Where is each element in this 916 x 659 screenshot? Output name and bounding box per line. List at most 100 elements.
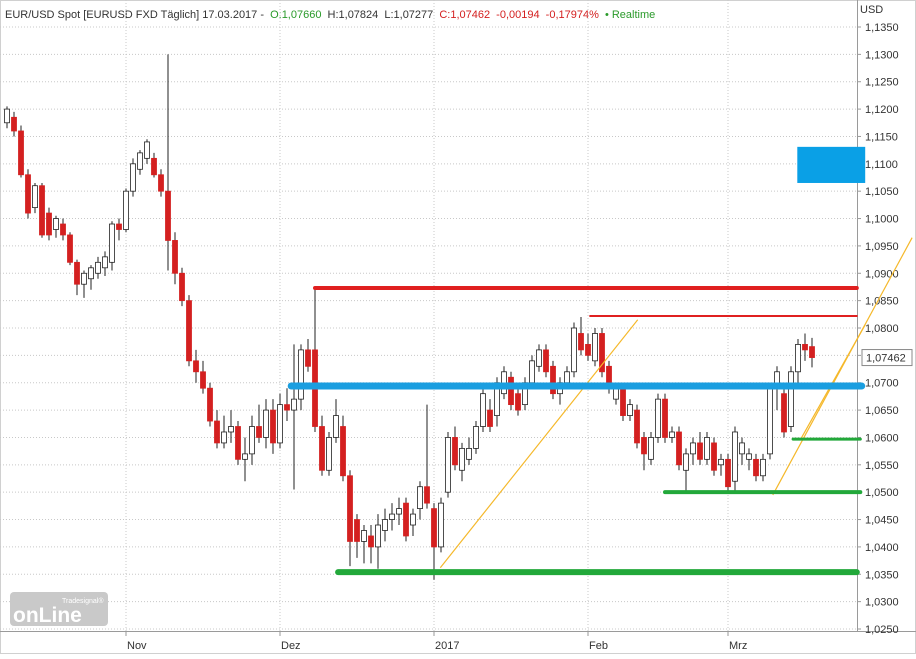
candle-body: [809, 346, 815, 358]
candle-body: [354, 519, 360, 542]
candle-body: [739, 442, 745, 455]
y-tick-label: 1,0700: [865, 378, 899, 390]
x-tick-label: Feb: [589, 640, 608, 652]
candle-body: [690, 442, 696, 455]
candle-body: [109, 223, 115, 263]
candle-body: [627, 404, 633, 416]
candle-body: [130, 163, 136, 192]
candle-body: [529, 360, 535, 384]
candle-body: [564, 371, 570, 384]
candle-body: [158, 174, 164, 192]
last-price-box: [861, 349, 913, 367]
candle-body: [263, 409, 269, 438]
candle-body: [249, 426, 255, 455]
trend-line: [439, 319, 639, 569]
candle-body: [298, 349, 304, 400]
candle-body: [207, 387, 213, 422]
y-tick-label: 1,0800: [865, 323, 899, 335]
x-tick-label: Nov: [127, 640, 147, 652]
candle-body: [438, 502, 444, 548]
candle-body: [228, 426, 234, 433]
candle-body: [452, 437, 458, 466]
candle-body: [361, 530, 367, 542]
y-tick-label: 1,1100: [865, 159, 898, 171]
logo-badge: [10, 592, 108, 626]
y-tick-label: 1,0500: [865, 487, 899, 499]
y-tick-label: 1,0900: [865, 268, 899, 280]
candle-body: [634, 409, 640, 444]
candle-body: [662, 398, 668, 438]
candle-body: [571, 327, 577, 373]
header-open: O:1,07660: [270, 9, 321, 21]
candle-body: [676, 431, 682, 466]
candle-body: [781, 393, 787, 433]
candle-body: [767, 387, 773, 455]
y-tick-label: 1,0950: [865, 241, 899, 253]
candle-body: [508, 376, 514, 406]
candle-body: [613, 387, 619, 400]
candle-body: [60, 223, 66, 236]
y-tick-label: 1,0550: [865, 460, 899, 472]
candle-body: [88, 267, 94, 280]
candle-body: [410, 513, 416, 526]
candle-body: [760, 458, 766, 477]
candle-body: [123, 190, 129, 230]
candle-body: [599, 333, 605, 373]
candle-body: [67, 234, 73, 263]
y-tick-label: 1,1050: [865, 186, 899, 198]
candle-body: [25, 174, 31, 214]
candle-body: [641, 437, 647, 455]
trend-line: [772, 237, 913, 496]
candle-body: [459, 447, 465, 471]
header-low: L:1,07277: [384, 9, 433, 21]
candle-body: [375, 524, 381, 548]
candle-body: [431, 508, 437, 548]
candle-body: [102, 256, 108, 269]
candle-body: [578, 333, 584, 351]
x-tick-label: 2017: [435, 640, 459, 652]
candle-body: [669, 431, 675, 438]
candle-body: [403, 502, 409, 537]
candle-body: [417, 486, 423, 509]
candle-body: [746, 453, 752, 460]
header-change: -0,00194: [496, 9, 539, 21]
y-tick-label: 1,0600: [865, 432, 899, 444]
candle-body: [151, 157, 157, 176]
y-tick-label: 1,0850: [865, 296, 899, 308]
candle-body: [137, 152, 143, 170]
candle-body: [424, 486, 430, 504]
candle-body: [620, 387, 626, 416]
candle-body: [487, 409, 493, 427]
candle-body: [284, 404, 290, 411]
y-tick-label: 1,1000: [865, 214, 899, 226]
candle-body: [795, 344, 801, 373]
candle-body: [445, 437, 451, 493]
candle-body: [683, 453, 689, 471]
y-tick-label: 1,0400: [865, 542, 899, 554]
header-change-pct: -0,17974%: [546, 9, 599, 21]
candle-body: [32, 185, 38, 209]
candle-body: [732, 431, 738, 482]
candle-body: [165, 190, 171, 241]
candle-body: [186, 300, 192, 362]
candle-body: [718, 458, 724, 466]
y-tick-label: 1,0650: [865, 405, 899, 417]
candle-body: [193, 360, 199, 373]
candle-body: [802, 344, 808, 351]
candle-body: [396, 508, 402, 515]
y-tick-label: 1,1300: [865, 49, 899, 61]
y-tick-label: 1,1200: [865, 104, 899, 116]
y-tick-label: 1,0450: [865, 515, 899, 527]
candle-body: [585, 344, 591, 356]
candle-body: [753, 458, 759, 477]
candle-body: [466, 447, 472, 460]
candle-body: [333, 415, 339, 438]
x-tick-label: Dez: [281, 640, 301, 652]
candle-body: [53, 218, 59, 230]
candle-body: [18, 130, 24, 176]
logo-text: onLine: [13, 604, 82, 627]
last-price-label: 1,07462: [866, 353, 906, 365]
candle-body: [4, 108, 10, 124]
